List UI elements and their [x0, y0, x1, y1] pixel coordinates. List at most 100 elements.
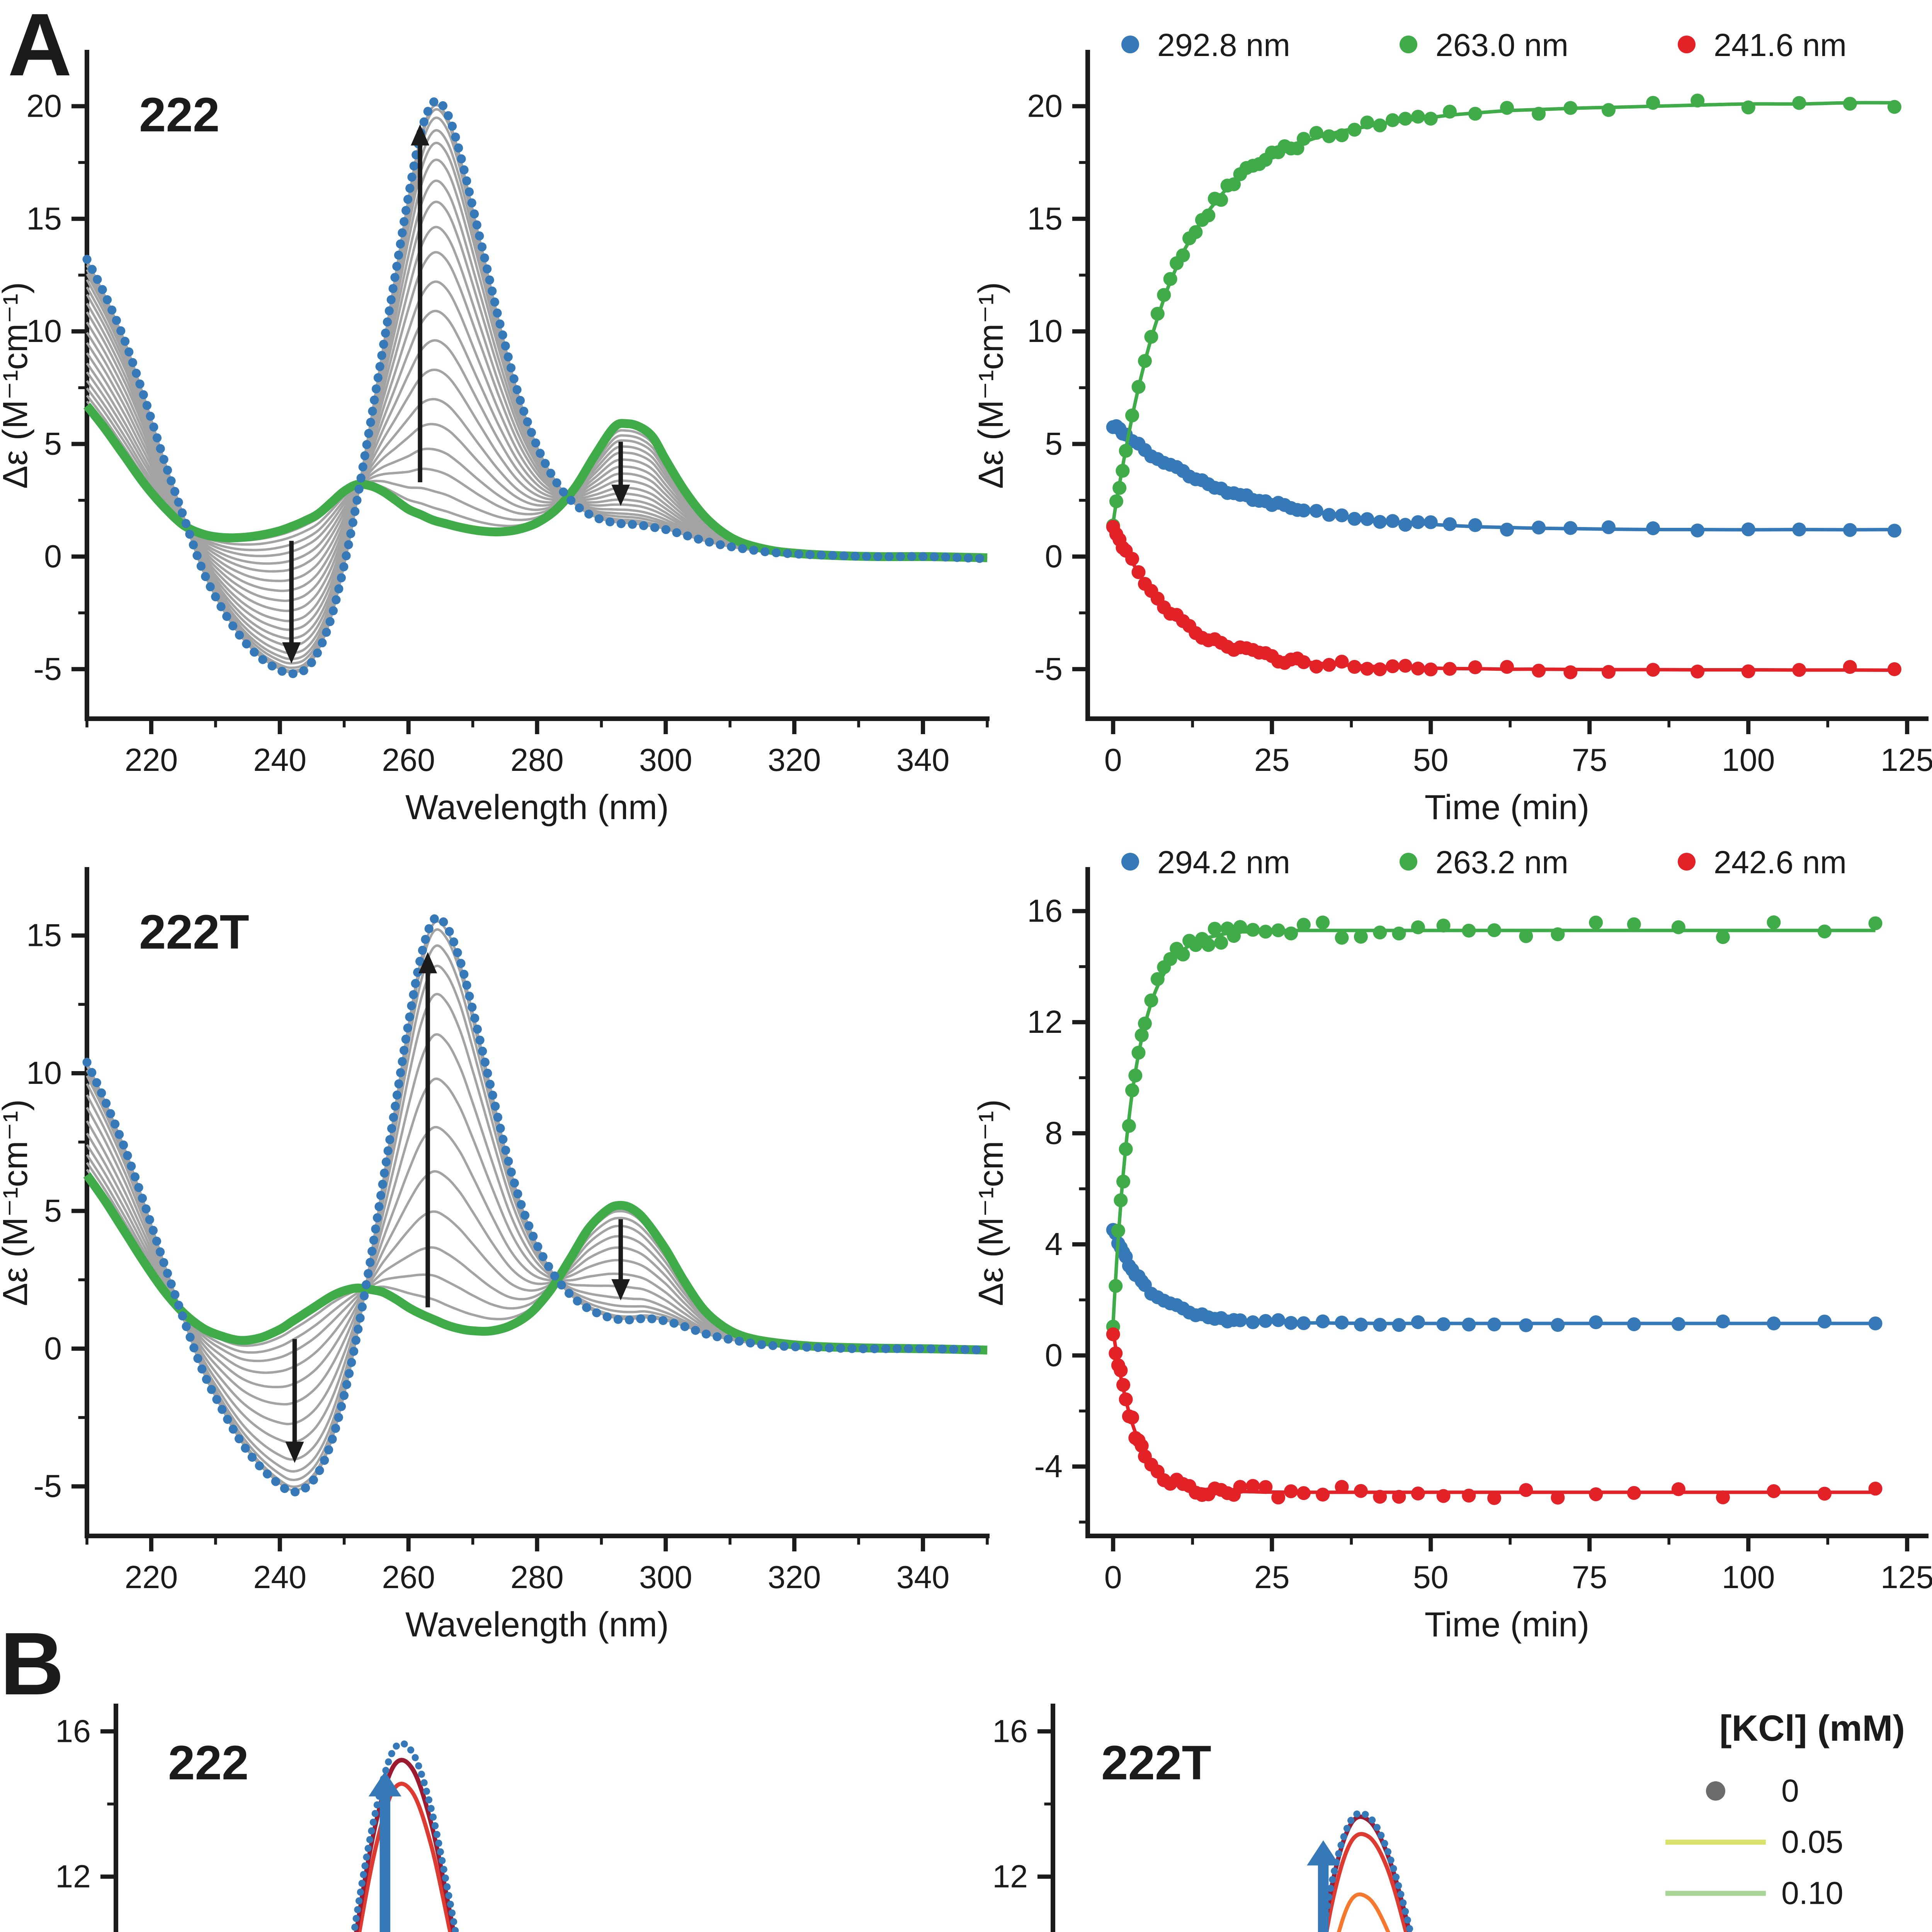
titration-curve-5 — [357, 1782, 452, 1932]
y-tick-label: -4 — [1034, 1449, 1063, 1484]
kinetic-data-point — [1119, 444, 1133, 458]
kinetic-data-point — [1296, 1316, 1311, 1330]
kinetic-data-point — [1792, 663, 1806, 677]
legend-item-label: 0 — [1781, 1773, 1799, 1809]
kinetic-data-point — [1468, 107, 1482, 121]
chart-kcl-titration-222t: 220240260280300320340-40481216Wavelength… — [992, 1704, 1905, 1932]
kinetic-data-point — [1443, 662, 1457, 676]
y-tick-label: 8 — [1045, 1115, 1063, 1151]
kinetic-data-point — [1462, 1488, 1476, 1503]
kinetic-data-point — [1741, 522, 1755, 536]
kinetic-data-point — [1309, 126, 1323, 140]
x-tick-label: 75 — [1572, 742, 1607, 778]
y-tick-label: 10 — [1027, 313, 1063, 349]
kinetic-data-point — [1563, 101, 1578, 115]
kinetic-data-point — [1106, 1327, 1120, 1342]
kinetic-data-point — [1411, 662, 1425, 676]
x-axis-title: Time (min) — [1425, 1605, 1590, 1644]
kinetic-data-point — [1259, 925, 1273, 939]
y-tick-label: 20 — [1027, 88, 1063, 124]
kinetic-data-point — [1423, 515, 1438, 529]
x-tick-label: 320 — [768, 1560, 821, 1595]
kinetic-data-point — [1131, 1046, 1146, 1060]
kinetic-data-point — [1741, 100, 1755, 115]
x-tick-label: 300 — [639, 1560, 692, 1595]
titration-curve-10 — [1321, 1814, 1412, 1932]
kinetic-data-point — [1373, 925, 1387, 940]
intermediate-curve — [86, 1077, 988, 1425]
kinetic-data-point — [1386, 659, 1400, 673]
legend-title: [KCl] (mM) — [1719, 1708, 1905, 1749]
legend-wavelength-label: 292.8 nm — [1157, 27, 1290, 63]
kinetic-data-point — [1233, 920, 1247, 934]
kinetic-data-point — [1309, 504, 1323, 518]
kinetic-data-point — [1322, 129, 1336, 143]
kinetic-data-point — [1563, 521, 1578, 535]
y-axis-title: Δε (M⁻¹cm⁻¹) — [972, 282, 1010, 489]
y-tick-label: 12 — [1027, 1004, 1063, 1040]
kinetic-data-point — [1111, 1224, 1125, 1238]
y-tick-label: -5 — [1034, 651, 1063, 687]
plot-title: 222 — [139, 88, 220, 142]
kinetic-data-point — [1176, 248, 1190, 262]
arrow-head — [611, 485, 630, 506]
y-tick-label: 16 — [992, 1713, 1028, 1749]
x-tick-label: 100 — [1722, 742, 1775, 778]
kinetic-data-point — [1354, 1318, 1368, 1332]
chart-kinetics-222: 0 25 50 75 100 125 -5 0 5 10 15 20 Time (min) Δε (M⁻¹… — [972, 27, 1932, 827]
y-tick-label: 5 — [1045, 426, 1063, 462]
kinetic-data-point — [1163, 952, 1177, 966]
kinetic-data-point — [1589, 1487, 1603, 1502]
kinetic-data-point — [1116, 1174, 1131, 1189]
kinetic-data-point — [1500, 660, 1514, 674]
kinetic-data-point — [1144, 993, 1158, 1008]
legend-wavelength-label: 241.6 nm — [1714, 27, 1847, 63]
y-tick-label: 0 — [1045, 539, 1063, 574]
kinetic-data-point — [1284, 1316, 1298, 1330]
kinetic-data-point — [1373, 662, 1387, 677]
kinetic-data-point — [1646, 663, 1660, 677]
kinetic-data-point — [1532, 520, 1546, 535]
arrow-head — [285, 1442, 304, 1463]
kinetic-data-point — [1335, 655, 1349, 669]
kinetic-data-point — [1119, 1392, 1133, 1406]
kinetic-data-point — [1602, 103, 1616, 117]
kinetic-data-point — [1519, 1483, 1533, 1497]
plot-title: 222T — [1101, 1736, 1211, 1790]
intermediate-curve — [86, 179, 988, 647]
initial-spectrum-curve — [83, 1172, 988, 1355]
y-tick-label: 4 — [1045, 1226, 1063, 1262]
kinetic-fit-line — [1111, 1331, 1876, 1494]
arrow-head — [611, 1279, 630, 1301]
kinetic-data-point — [1468, 660, 1482, 674]
x-axis-title: Time (min) — [1425, 788, 1590, 827]
x-tick-label: 25 — [1254, 1560, 1290, 1595]
kinetic-data-point — [1131, 565, 1146, 579]
kinetic-data-point — [1887, 524, 1901, 538]
kinetic-data-point — [1627, 1317, 1641, 1332]
kinetic-data-point — [1163, 272, 1177, 286]
kinetic-data-point — [1271, 923, 1286, 937]
kinetic-data-point — [1716, 1490, 1730, 1505]
kinetic-data-point — [1843, 660, 1857, 674]
y-tick-label: 15 — [26, 918, 62, 953]
x-tick-label: 220 — [125, 1560, 178, 1595]
kinetic-data-point — [1246, 1479, 1260, 1493]
legend-dot — [1121, 853, 1139, 871]
kinetic-data-point — [1646, 96, 1660, 110]
kinetic-data-point — [1360, 115, 1374, 129]
chart-cd-spectra-222: 220 240 260 280 300 320 340 -5 0 5 10 15 20 Wavelengt… — [0, 50, 992, 827]
x-tick-label: 50 — [1413, 742, 1449, 778]
x-tick-label: 300 — [639, 742, 692, 778]
y-tick-label: 20 — [26, 88, 62, 124]
x-tick-label: 75 — [1572, 1560, 1607, 1595]
kinetic-data-point — [1443, 104, 1457, 119]
legend-wavelength-label: 263.0 nm — [1435, 27, 1568, 63]
y-tick-label: 10 — [26, 313, 62, 349]
kinetic-data-point — [1500, 101, 1514, 115]
x-tick-label: 240 — [253, 1560, 306, 1595]
kinetic-data-point — [1116, 1378, 1131, 1392]
kinetic-data-point — [1671, 920, 1685, 934]
